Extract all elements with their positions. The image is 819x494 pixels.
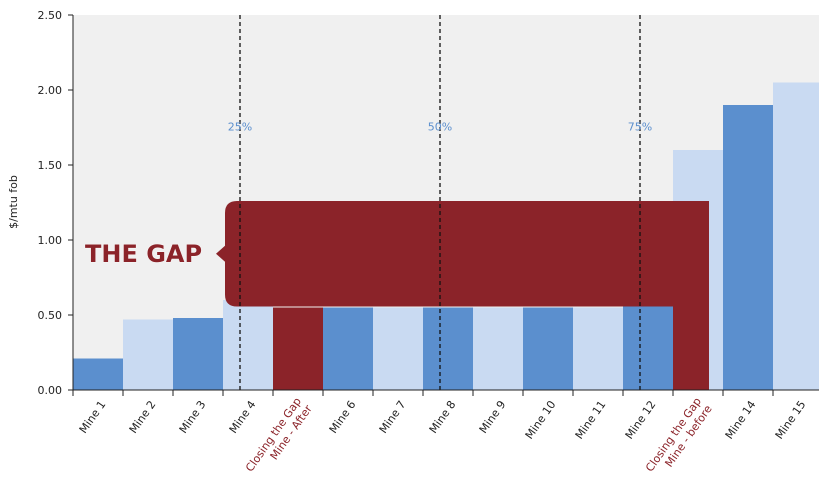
bar — [73, 358, 123, 390]
y-tick-label: 2.00 — [38, 84, 63, 97]
x-tick-label: Mine 10 — [523, 398, 559, 441]
bar — [573, 307, 623, 390]
bar — [173, 318, 223, 390]
bar — [523, 307, 573, 390]
y-tick-label: 2.50 — [38, 9, 63, 22]
gap-group: THE GAP — [85, 201, 675, 307]
gap-band — [216, 201, 625, 307]
x-tick-label: Mine 2 — [127, 398, 159, 436]
bar — [373, 307, 423, 390]
percentile-label: 25% — [228, 121, 252, 134]
gap-band-extension — [623, 201, 675, 307]
y-tick-label: 0.00 — [38, 384, 63, 397]
x-tick-label: Mine 7 — [377, 398, 409, 436]
bar — [773, 82, 819, 390]
bar — [323, 307, 373, 390]
bar — [273, 307, 323, 390]
x-tick-label: Mine 9 — [477, 398, 509, 436]
x-tick-label: Mine 12 — [623, 398, 659, 441]
bar — [223, 300, 273, 390]
y-tick-label: 1.50 — [38, 159, 63, 172]
x-tick-label: Mine 15 — [773, 398, 809, 441]
x-tick-label: Mine 6 — [327, 398, 359, 436]
x-tick-label: Mine 4 — [227, 398, 259, 436]
percentile-label: 75% — [628, 121, 652, 134]
x-tick-label: Mine 8 — [427, 398, 459, 436]
y-axis-label: $/mtu fob — [7, 175, 20, 229]
percentile-label: 50% — [428, 121, 452, 134]
bar — [723, 105, 773, 390]
x-tick-label: Mine 11 — [573, 398, 609, 441]
x-tick-label: Mine 14 — [723, 398, 759, 441]
bar — [423, 307, 473, 390]
gap-bar — [673, 201, 709, 390]
y-tick-label: 0.50 — [38, 309, 63, 322]
y-tick-label: 1.00 — [38, 234, 63, 247]
x-tick-label: Mine 1 — [77, 398, 109, 436]
gap-label: THE GAP — [85, 240, 202, 268]
bar — [123, 319, 173, 390]
percentile-lines: 25% 50% 75% — [228, 15, 652, 390]
bars-group — [73, 82, 819, 390]
x-tick-label: Mine 3 — [177, 398, 209, 436]
bar — [473, 307, 523, 390]
